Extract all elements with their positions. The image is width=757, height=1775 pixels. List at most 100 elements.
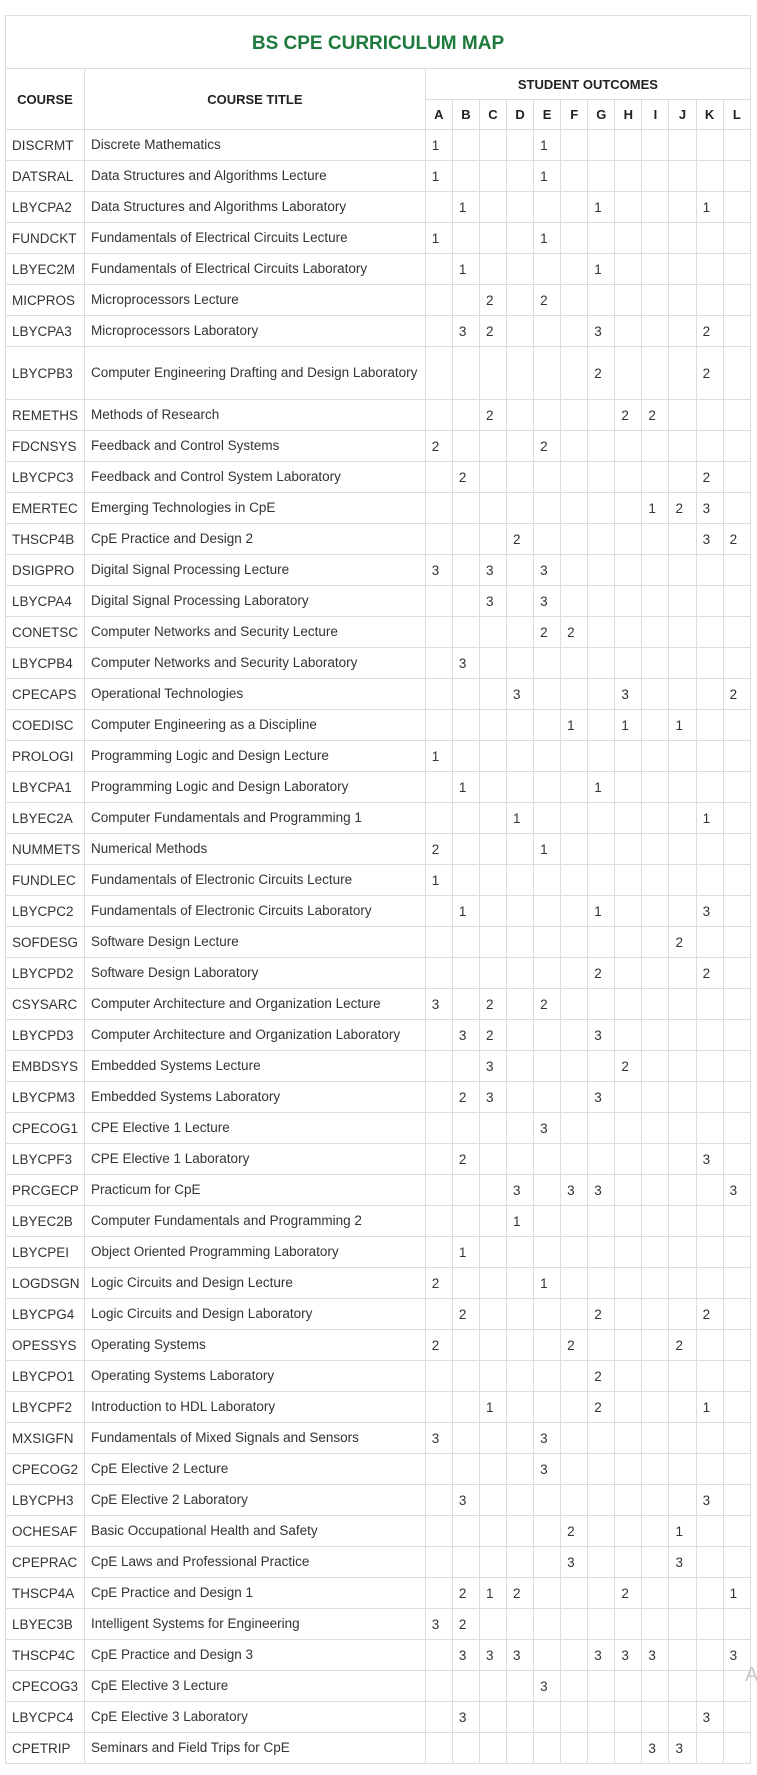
course-code: CPECOG3 [5,1670,85,1702]
outcome-cell-d [506,284,535,316]
outcome-cell-h [614,461,643,493]
outcome-cell-b: 1 [451,771,480,803]
outcome-cell-j [668,554,697,586]
outcome-cell-e [533,1050,562,1082]
outcome-cell-j: 1 [668,1515,697,1547]
outcome-cell-h: 2 [614,1577,643,1609]
course-code: DISCRMT [5,129,85,161]
outcome-cell-l [722,1515,752,1547]
outcome-cell-l [722,1050,752,1082]
table-row: PROLOGI Programming Logic and Design Lect… [5,740,752,772]
outcome-cell-i [641,523,670,555]
outcome-cell-e [533,709,562,741]
outcome-cell-k [695,1236,724,1268]
outcome-cell-i: 3 [641,1732,670,1764]
table-row: LBYCPA4 Digital Signal Processing Laborat… [5,585,752,617]
outcome-cell-l [722,988,752,1020]
outcome-cell-h [614,957,643,989]
outcome-cell-i [641,315,670,347]
course-code: LBYEC2A [5,802,85,834]
outcome-cell-c [478,1143,508,1175]
outcome-cell-l [722,926,752,958]
outcome-cell-e [533,1515,562,1547]
table-row: LBYCPF2 Introduction to HDL Laboratory 1 2 1 [5,1391,752,1423]
outcome-cell-d [506,1515,535,1547]
outcome-cell-a [424,253,453,285]
outcome-letter-c: C [478,99,508,130]
outcome-cell-l [722,833,752,865]
outcome-cell-g [587,585,616,617]
outcome-cell-f [560,833,589,865]
outcome-cell-b: 2 [451,461,480,493]
outcome-cell-i [641,1298,670,1330]
table-row: NUMMETS Numerical Methods 2 1 [5,833,752,865]
course-code: REMETHS [5,399,85,431]
outcome-cell-b: 1 [451,191,480,223]
outcome-cell-g [587,399,616,431]
outcome-cell-f [560,129,589,161]
outcome-cell-i [641,957,670,989]
outcome-cell-k [695,253,724,285]
outcome-cell-i [641,616,670,648]
outcome-cell-d [506,430,535,462]
outcome-cell-b [451,833,480,865]
outcome-cell-a [424,1577,453,1609]
outcome-cell-i [641,1236,670,1268]
course-title: Operating Systems Laboratory [83,1360,426,1392]
course-code: PRCGECP [5,1174,85,1206]
outcome-cell-d: 3 [506,1639,535,1671]
outcome-cell-e [533,1608,562,1640]
outcome-cell-h [614,1019,643,1051]
course-code: LBYCPO1 [5,1360,85,1392]
table-row: LBYEC2B Computer Fundamentals and Program… [5,1205,752,1237]
outcome-cell-k [695,833,724,865]
outcome-cell-j: 2 [668,492,697,524]
table-row: LBYEC3B Intelligent Systems for Engineeri… [5,1608,752,1640]
table-row: LBYCPF3 CPE Elective 1 Laboratory 2 3 [5,1143,752,1175]
outcome-cell-g [587,160,616,192]
table-row: DISCRMT Discrete Mathematics 1 1 [5,129,752,161]
outcome-cell-k [695,554,724,586]
outcome-cell-a [424,771,453,803]
outcome-cell-g [587,1732,616,1764]
outcome-cell-k [695,678,724,710]
outcome-cell-d [506,1081,535,1113]
outcome-cell-c [478,129,508,161]
course-code: CSYSARC [5,988,85,1020]
outcome-cell-h [614,1298,643,1330]
course-title: Software Design Lecture [83,926,426,958]
outcome-cell-a: 3 [424,1422,453,1454]
outcome-letter-d: D [506,99,535,130]
outcome-cell-k [695,1360,724,1392]
outcome-cell-b [451,864,480,896]
outcome-cell-j [668,399,697,431]
outcome-cell-b [451,1112,480,1144]
outcome-cell-c [478,1546,508,1578]
outcome-cell-l [722,1205,752,1237]
outcome-cell-f [560,1701,589,1733]
outcome-cell-c [478,802,508,834]
outcome-cell-d [506,253,535,285]
outcome-cell-h [614,160,643,192]
outcome-cell-e [533,346,562,400]
outcome-cell-e [533,1701,562,1733]
table-row: CONETSC Computer Networks and Security Le… [5,616,752,648]
outcome-cell-b [451,1174,480,1206]
outcome-cell-h [614,1360,643,1392]
outcome-cell-d: 3 [506,1174,535,1206]
header-course: COURSE [5,68,85,130]
course-title: Operational Technologies [83,678,426,710]
outcome-cell-e [533,492,562,524]
outcome-cell-f [560,678,589,710]
outcome-cell-g: 1 [587,771,616,803]
course-title: Feedback and Control System Laboratory [83,461,426,493]
outcome-cell-e [533,1577,562,1609]
outcome-cell-a [424,1515,453,1547]
outcome-cell-f [560,1360,589,1392]
table-row: CSYSARC Computer Architecture and Organiz… [5,988,752,1020]
course-code: LBYCPB3 [5,346,85,400]
outcome-letter-a: A [424,99,453,130]
outcome-letter-l: L [722,99,752,130]
outcome-cell-h [614,191,643,223]
table-body: DISCRMT Discrete Mathematics 1 1 DATSRAL Data… [5,129,752,1764]
